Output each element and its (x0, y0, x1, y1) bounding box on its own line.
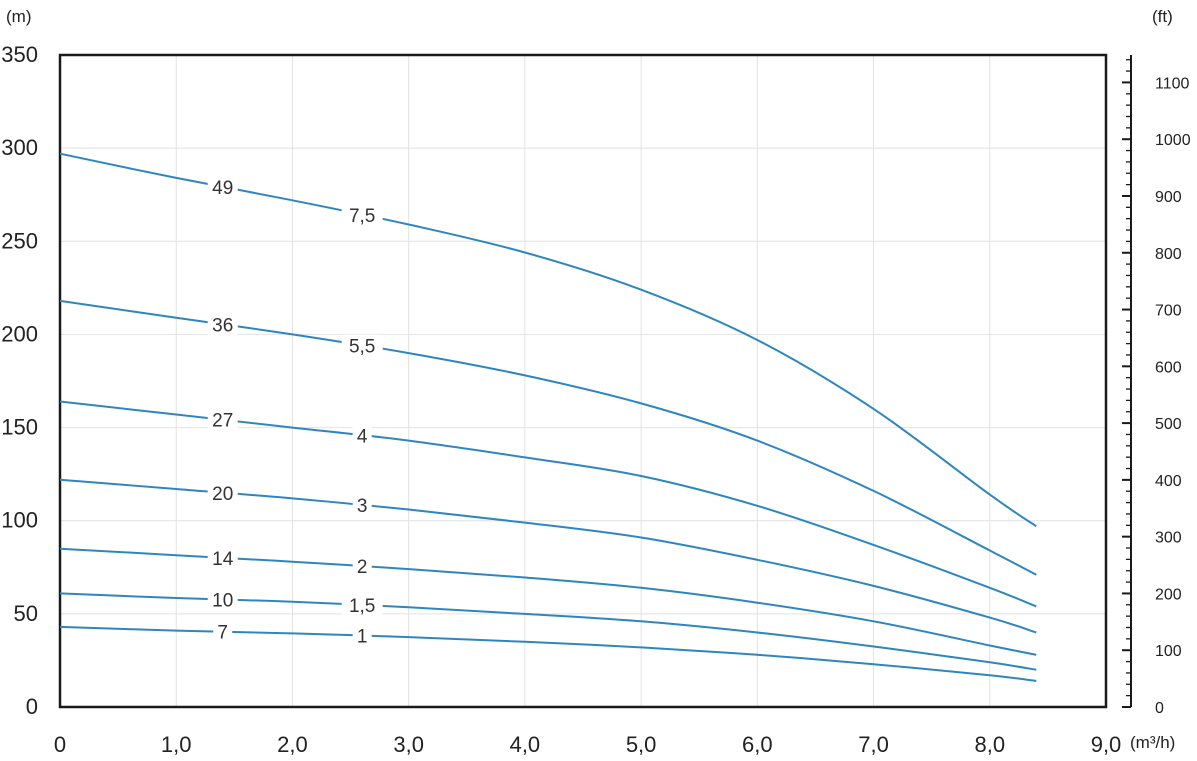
curve-labels: 7 1 10 1,5 14 2 20 3 27 4 36 5,5 49 7,5 (207, 175, 383, 648)
y-tick-label: 250 (1, 228, 38, 253)
curve-label-bg (352, 555, 372, 578)
y-right-tick-label: 600 (1155, 359, 1182, 376)
y-right-tick-label: 1100 (1155, 75, 1190, 92)
curve-14 (59, 547, 1037, 656)
curve-label-bg (352, 424, 372, 447)
right-axis (1122, 55, 1132, 708)
curve-label-bg (207, 313, 238, 336)
curve-label-bg (207, 546, 238, 569)
curve-label-bg (341, 594, 383, 617)
curve-label-power: 7,5 (349, 206, 375, 227)
y-tick-label: 100 (1, 508, 38, 533)
x-tick-label: 4,0 (510, 732, 541, 757)
curve-label-stages: 49 (212, 178, 233, 199)
plot-frame (58, 53, 1108, 709)
curve-label-stages: 7 (217, 623, 228, 644)
y-right-tick-label: 0 (1155, 700, 1164, 717)
y-right-tick-label: 100 (1155, 643, 1182, 660)
curve-label-bg (207, 481, 238, 504)
curve-label-power: 3 (357, 496, 368, 517)
x-tick-label: 2,0 (277, 732, 308, 757)
y-tick-label: 150 (1, 415, 38, 440)
curve-label-power: 1 (357, 627, 368, 648)
x-tick-label: 0 (54, 732, 66, 757)
x-tick-label: 9,0 (1091, 732, 1122, 757)
curve-label-bg (341, 334, 383, 357)
y-right-tick-label: 800 (1155, 246, 1182, 263)
curve-label-power: 5,5 (349, 337, 375, 358)
x-tick-label: 6,0 (742, 732, 773, 757)
curve-label-stages: 14 (212, 549, 234, 570)
curve-label-stages: 20 (212, 484, 233, 505)
y-right-tick-label: 700 (1155, 303, 1182, 320)
curve-label-bg (207, 175, 238, 198)
y-tick-label: 350 (1, 42, 38, 67)
curve-label-bg (207, 408, 238, 431)
curve-label-stages: 27 (212, 411, 233, 432)
y-tick-label: 200 (1, 321, 38, 346)
y-right-tick-label: 300 (1155, 530, 1182, 547)
curve-label-bg (207, 588, 238, 611)
y-tick-label: 0 (26, 694, 38, 719)
curve-label-bg (352, 624, 372, 647)
curve-label-power: 2 (357, 557, 368, 578)
curve-label-stages: 36 (212, 315, 233, 336)
curve-36 (59, 299, 1037, 576)
curve-label-bg (213, 620, 233, 643)
y-tick-label: 50 (14, 601, 38, 626)
y-right-unit: (ft) (1152, 7, 1173, 26)
y-left-unit: (m) (6, 7, 31, 26)
curve-49 (59, 152, 1037, 528)
y-right-tick-label: 1000 (1155, 132, 1191, 149)
x-unit: (m³/h) (1130, 733, 1175, 752)
curves (59, 152, 1037, 682)
y-right-tick-label: 200 (1155, 586, 1182, 603)
curve-label-stages: 10 (212, 591, 233, 612)
curve-label-bg (341, 203, 383, 226)
curve-7 (59, 625, 1037, 682)
curve-label-bg (352, 494, 372, 517)
y-right-tick-label: 400 (1155, 473, 1182, 490)
curve-label-power: 4 (357, 426, 368, 447)
x-tick-label: 8,0 (974, 732, 1005, 757)
y-right-tick-label: 500 (1155, 416, 1182, 433)
curve-label-power: 1,5 (349, 596, 375, 617)
y-right-tick-label: 900 (1155, 189, 1182, 206)
x-tick-label: 3,0 (393, 732, 424, 757)
x-tick-label: 1,0 (161, 732, 192, 757)
curve-27 (59, 400, 1037, 608)
y-tick-label: 300 (1, 135, 38, 160)
x-tick-label: 7,0 (858, 732, 889, 757)
x-tick-label: 5,0 (626, 732, 657, 757)
